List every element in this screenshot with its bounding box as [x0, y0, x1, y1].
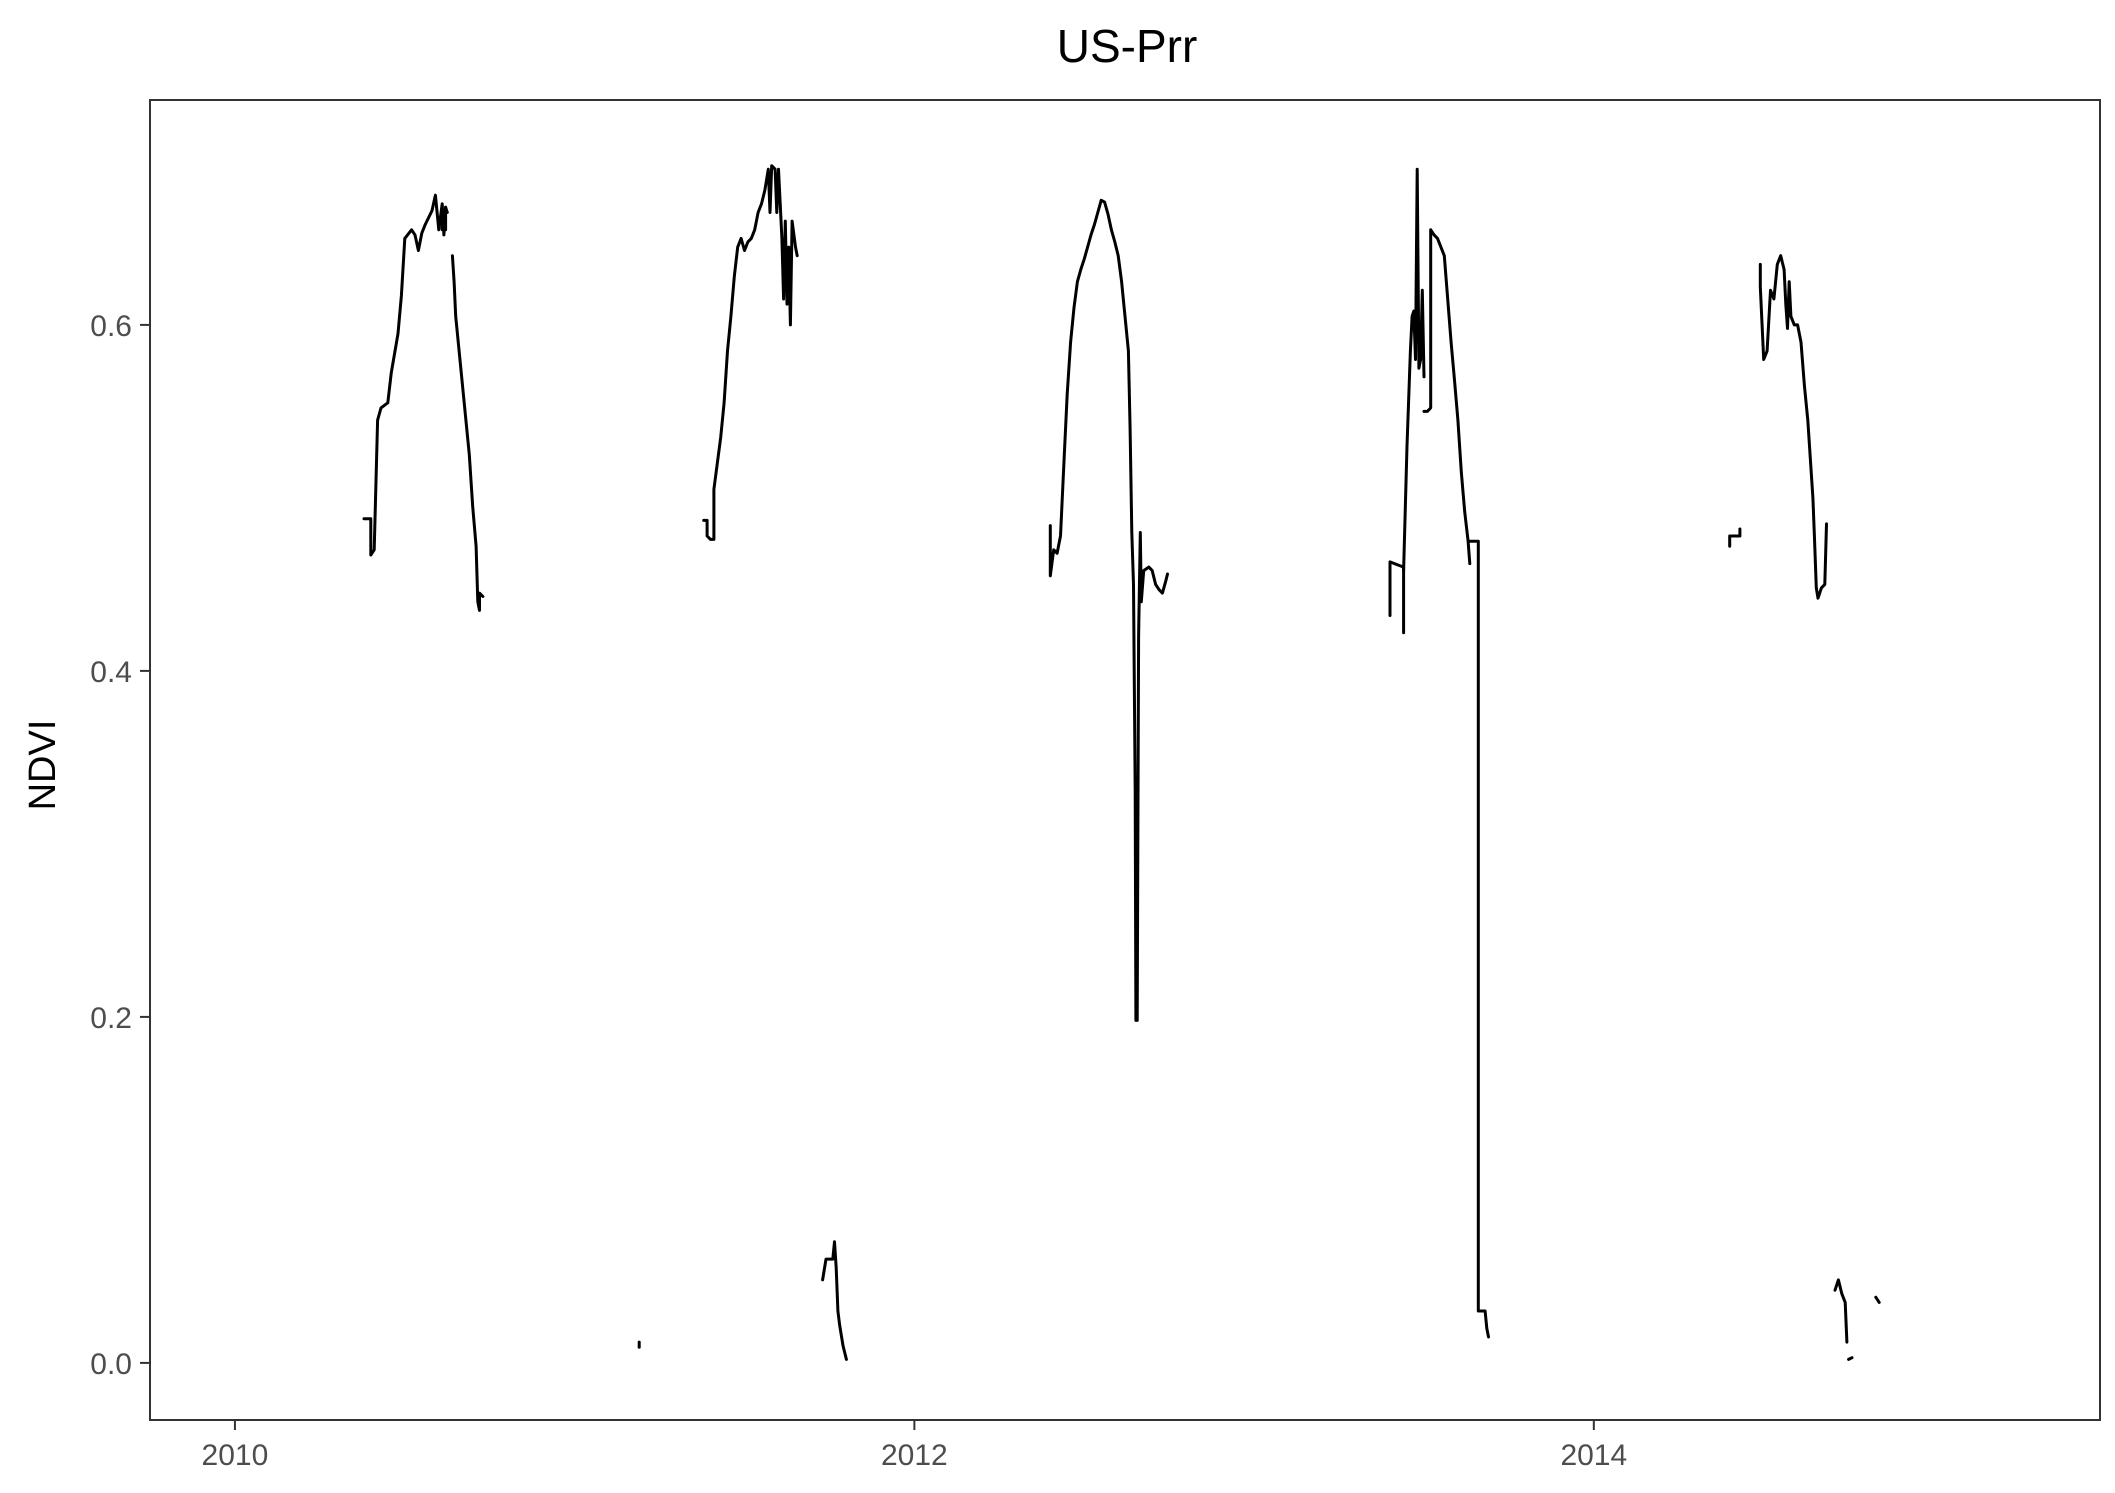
ndvi-line-segment	[1847, 1356, 1854, 1361]
ndvi-line-segment	[1758, 254, 1828, 600]
ndvi-line-segment	[1402, 167, 1426, 573]
ndvi-line-segment	[1833, 1278, 1849, 1344]
y-tick-label: 0.4	[90, 656, 132, 689]
x-tick-label: 2012	[881, 1439, 948, 1472]
ndvi-line-segment	[362, 193, 449, 557]
ndvi-line-segment	[1422, 228, 1472, 566]
ndvi-line-segment	[1048, 198, 1169, 1022]
x-tick-label: 2010	[202, 1439, 269, 1472]
y-axis: 0.0 0.2 0.4 0.6	[90, 310, 150, 1381]
ndvi-line-segment	[1874, 1295, 1881, 1304]
y-axis-label: NDVI	[22, 720, 64, 811]
x-tick-label: 2014	[1560, 1439, 1627, 1472]
y-tick-label: 0.2	[90, 1002, 132, 1035]
ndvi-line-segment	[1388, 560, 1406, 635]
y-tick-label: 0.6	[90, 310, 132, 343]
y-tick-label: 0.0	[90, 1348, 132, 1381]
ndvi-line-segment	[702, 164, 799, 541]
plot-panel-border	[149, 99, 2101, 1421]
ndvi-line-segment	[821, 1240, 848, 1361]
x-axis: 2010 2012 2014	[202, 1420, 1627, 1472]
ndvi-series	[362, 164, 1881, 1361]
ndvi-line-segment	[450, 254, 485, 612]
ndvi-line-segment	[1468, 539, 1490, 1339]
chart-title: US-Prr	[1057, 20, 1198, 72]
ndvi-line-segment	[1728, 527, 1742, 548]
